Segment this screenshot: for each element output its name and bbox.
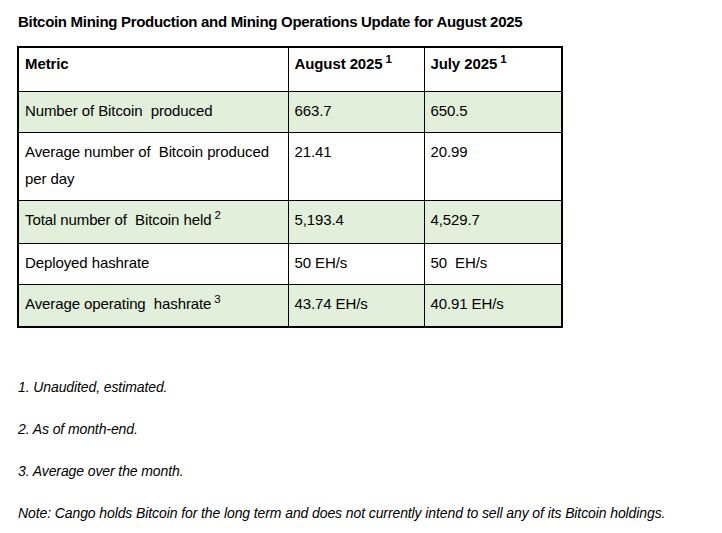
table-row-avg-operating-hashrate: Average operating hashrate3 43.74 EH/s 4… bbox=[18, 284, 562, 327]
table-row-bitcoin-produced: Number of Bitcoin produced 663.7 650.5 bbox=[18, 91, 562, 132]
august-value-cell: 5,193.4 bbox=[288, 200, 424, 243]
header-metric-label: Metric bbox=[25, 55, 69, 72]
table-header-row: Metric August 20251 July 20251 bbox=[18, 47, 562, 91]
footnote-1: 1. Unaudited, estimated. bbox=[18, 378, 722, 397]
metric-label: Number of Bitcoin produced bbox=[25, 102, 212, 119]
header-metric: Metric bbox=[18, 47, 288, 91]
metric-label: Deployed hashrate bbox=[25, 254, 149, 271]
metric-label: Total number of Bitcoin held bbox=[25, 211, 211, 228]
metric-cell: Deployed hashrate bbox=[18, 243, 288, 284]
august-value-cell: 663.7 bbox=[288, 91, 424, 132]
july-value-cell: 20.99 bbox=[424, 132, 562, 200]
july-value-cell: 50 EH/s bbox=[424, 243, 562, 284]
footnote-2: 2. As of month-end. bbox=[18, 420, 722, 439]
metric-cell: Average number of Bitcoin produced per d… bbox=[18, 132, 288, 200]
mining-update-table: Metric August 20251 July 20251 Number of… bbox=[17, 46, 563, 328]
header-august-label: August 2025 bbox=[295, 55, 383, 72]
footnote-ref-3: 3 bbox=[214, 293, 220, 305]
metric-cell: Total number of Bitcoin held2 bbox=[18, 200, 288, 243]
metric-cell: Number of Bitcoin produced bbox=[18, 91, 288, 132]
table-row-deployed-hashrate: Deployed hashrate 50 EH/s 50 EH/s bbox=[18, 243, 562, 284]
footnote-note: Note: Cango holds Bitcoin for the long t… bbox=[18, 504, 722, 523]
table-row-avg-bitcoin-per-day: Average number of Bitcoin produced per d… bbox=[18, 132, 562, 200]
header-august-2025: August 20251 bbox=[288, 47, 424, 91]
footnote-ref-1: 1 bbox=[500, 53, 506, 65]
header-july-label: July 2025 bbox=[431, 55, 498, 72]
metric-cell: Average operating hashrate3 bbox=[18, 284, 288, 327]
august-value-cell: 43.74 EH/s bbox=[288, 284, 424, 327]
page-title: Bitcoin Mining Production and Mining Ope… bbox=[18, 12, 722, 31]
header-july-2025: July 20251 bbox=[424, 47, 562, 91]
august-value-cell: 21.41 bbox=[288, 132, 424, 200]
footnote-3: 3. Average over the month. bbox=[18, 462, 722, 481]
footnote-ref-2: 2 bbox=[214, 209, 220, 221]
footnote-ref-1: 1 bbox=[386, 53, 392, 65]
metric-label: Average operating hashrate bbox=[25, 295, 211, 312]
july-value-cell: 40.91 EH/s bbox=[424, 284, 562, 327]
july-value-cell: 650.5 bbox=[424, 91, 562, 132]
july-value-cell: 4,529.7 bbox=[424, 200, 562, 243]
table-row-total-bitcoin-held: Total number of Bitcoin held2 5,193.4 4,… bbox=[18, 200, 562, 243]
footnotes-section: 1. Unaudited, estimated. 2. As of month-… bbox=[18, 378, 722, 523]
metric-label: Average number of Bitcoin produced per d… bbox=[25, 143, 273, 187]
august-value-cell: 50 EH/s bbox=[288, 243, 424, 284]
document-page: Bitcoin Mining Production and Mining Ope… bbox=[0, 12, 722, 533]
